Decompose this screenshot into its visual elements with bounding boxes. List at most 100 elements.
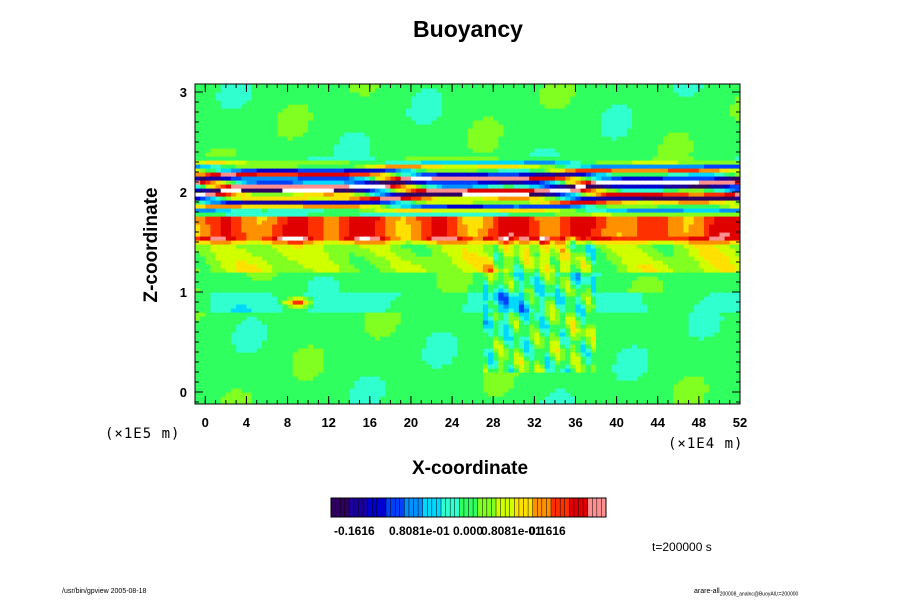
- field-cell: [287, 284, 294, 289]
- field-cell: [210, 224, 217, 229]
- field-cell: [313, 336, 319, 341]
- field-cell: [452, 324, 458, 329]
- field-cell: [472, 268, 479, 273]
- field-cell: [457, 204, 463, 209]
- field-cell: [467, 224, 474, 229]
- field-cell: [251, 320, 258, 325]
- field-cell: [230, 116, 237, 121]
- field-cell: [308, 152, 314, 157]
- field-cell: [328, 320, 335, 325]
- field-cell: [405, 224, 412, 229]
- field-cell: [246, 88, 253, 93]
- field-cell: [482, 392, 489, 397]
- field-cell: [508, 372, 515, 377]
- field-cell: [302, 204, 309, 209]
- field-cell: [385, 208, 391, 213]
- field-cell: [452, 272, 458, 277]
- field-cell: [472, 220, 479, 225]
- field-cell: [395, 288, 402, 293]
- field-cell: [272, 288, 278, 293]
- field-cell: [436, 256, 443, 261]
- field-cell: [385, 288, 391, 293]
- field-cell: [323, 332, 330, 337]
- field-cell: [477, 88, 484, 93]
- field-cell: [426, 268, 433, 273]
- field-cell: [261, 140, 268, 145]
- field-cell: [359, 168, 366, 173]
- field-cell: [277, 368, 283, 373]
- field-cell: [477, 112, 484, 117]
- field-cell: [236, 84, 242, 89]
- field-cell: [246, 208, 253, 213]
- field-cell: [467, 352, 474, 357]
- field-cell: [416, 160, 422, 165]
- field-cell: [441, 400, 448, 404]
- field-cell: [302, 288, 309, 293]
- field-cell: [220, 124, 227, 129]
- field-cell: [385, 232, 391, 237]
- field-cell: [452, 136, 458, 141]
- field-cell: [292, 204, 299, 209]
- field-cell: [287, 352, 294, 357]
- field-cell: [308, 264, 314, 269]
- field-cell: [308, 236, 314, 241]
- field-cell: [251, 168, 258, 173]
- field-cell: [266, 144, 273, 149]
- field-cell: [230, 160, 237, 165]
- field-cell: [323, 328, 330, 333]
- field-cell: [200, 116, 206, 121]
- field-cell: [354, 124, 361, 129]
- field-cell: [380, 312, 386, 317]
- field-cell: [308, 192, 314, 197]
- field-cell: [426, 192, 433, 197]
- field-cell: [354, 324, 361, 329]
- field-cell: [272, 332, 278, 337]
- field-cell: [256, 176, 263, 181]
- field-cell: [431, 200, 438, 205]
- field-cell: [513, 312, 520, 317]
- field-cell: [349, 236, 355, 241]
- field-cell: [205, 204, 212, 209]
- field-cell: [400, 204, 407, 209]
- field-cell: [215, 96, 222, 101]
- field-cell: [364, 192, 371, 197]
- field-cell: [436, 304, 443, 309]
- field-cell: [369, 244, 376, 249]
- field-cell: [390, 352, 397, 357]
- field-cell: [313, 280, 319, 285]
- field-cell: [282, 228, 289, 233]
- field-cell: [405, 252, 412, 257]
- field-cell: [364, 196, 371, 201]
- field-cell: [374, 164, 381, 169]
- field-cell: [436, 356, 443, 361]
- field-cell: [421, 116, 427, 121]
- field-cell: [508, 292, 515, 297]
- field-cell: [246, 248, 253, 253]
- field-cell: [364, 356, 371, 361]
- field-cell: [344, 140, 350, 145]
- field-cell: [364, 128, 371, 133]
- field-cell: [416, 104, 422, 109]
- field-cell: [488, 308, 494, 313]
- field-cell: [488, 252, 494, 257]
- field-cell: [230, 364, 237, 369]
- field-cell: [400, 92, 407, 97]
- field-cell: [488, 140, 494, 145]
- field-cell: [333, 152, 340, 157]
- field-cell: [246, 136, 253, 141]
- field-cell: [333, 160, 340, 165]
- field-cell: [508, 140, 515, 145]
- field-cell: [282, 108, 289, 113]
- field-cell: [292, 272, 299, 277]
- field-cell: [477, 252, 484, 257]
- field-cell: [256, 364, 263, 369]
- field-cell: [488, 96, 494, 101]
- field-cell: [467, 104, 474, 109]
- field-cell: [328, 232, 335, 237]
- field-cell: [457, 136, 463, 141]
- field-cell: [318, 128, 325, 133]
- field-cell: [374, 224, 381, 229]
- field-cell: [503, 276, 510, 281]
- field-cell: [421, 224, 427, 229]
- field-cell: [472, 260, 479, 265]
